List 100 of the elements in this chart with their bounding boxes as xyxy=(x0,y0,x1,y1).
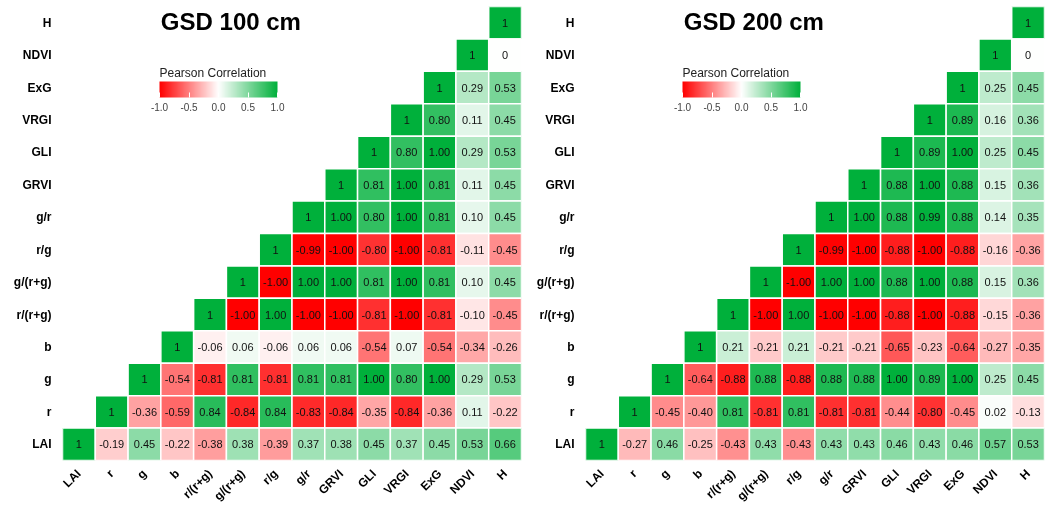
data-label: -0.10 xyxy=(459,308,485,321)
data-label: 1 xyxy=(697,341,704,353)
data-label: 0.45 xyxy=(494,178,516,191)
data-label: -0.23 xyxy=(917,341,943,353)
data-label: 1 xyxy=(141,373,148,386)
data-label: 0.88 xyxy=(886,211,908,224)
data-label: 0.88 xyxy=(951,276,974,289)
data-label: -0.25 xyxy=(687,438,713,451)
data-label: 0.43 xyxy=(820,438,843,451)
y-tick-label: r xyxy=(569,404,575,419)
data-label: 0.29 xyxy=(461,146,484,159)
data-label: -0.19 xyxy=(99,438,125,451)
data-label: 0.45 xyxy=(1017,373,1039,386)
data-label: 0.57 xyxy=(984,438,1007,451)
data-label: 0.81 xyxy=(232,373,254,386)
data-label: 1 xyxy=(959,81,966,94)
y-tick-label: GLI xyxy=(554,145,575,160)
data-label: -0.15 xyxy=(982,308,1008,321)
data-label: -0.65 xyxy=(884,341,910,353)
data-label: 1.00 xyxy=(951,146,974,159)
data-label: -0.64 xyxy=(950,341,976,353)
y-tick-label: g xyxy=(44,372,52,387)
y-tick-label: VRGI xyxy=(22,113,52,127)
data-label: 0.36 xyxy=(1017,178,1039,191)
data-label: 1 xyxy=(370,146,378,159)
data-label: -1.00 xyxy=(394,308,420,321)
data-label: -0.36 xyxy=(1015,308,1041,321)
data-label: -1.00 xyxy=(917,243,943,256)
data-label: 1 xyxy=(108,405,115,418)
data-label: -0.84 xyxy=(394,405,420,418)
data-label: -1.00 xyxy=(917,308,943,321)
data-label: 0.81 xyxy=(297,373,320,386)
data-label: 0.37 xyxy=(396,438,418,451)
data-label: -0.81 xyxy=(851,405,877,418)
y-tick-label: GRVI xyxy=(22,177,52,192)
y-tick-label: r/(r+g) xyxy=(539,307,575,322)
data-label: 0.45 xyxy=(363,438,385,451)
x-tick-label: LAI xyxy=(60,466,84,491)
data-label: 0.38 xyxy=(330,438,352,451)
data-label: 0.81 xyxy=(787,405,810,418)
data-label: -0.88 xyxy=(720,373,746,386)
data-label: -0.45 xyxy=(492,308,518,321)
data-label: -0.88 xyxy=(884,243,910,256)
data-label: 0.38 xyxy=(232,438,254,451)
data-label: 0.11 xyxy=(462,114,483,126)
data-label: -0.38 xyxy=(197,438,223,451)
data-label: 0.36 xyxy=(1017,276,1039,289)
data-label: -0.39 xyxy=(263,438,289,451)
data-label: 1 xyxy=(992,49,999,62)
data-label: 0.53 xyxy=(494,81,516,94)
data-label: -0.99 xyxy=(295,243,321,256)
data-label: -0.81 xyxy=(361,308,387,321)
data-label: -0.81 xyxy=(197,373,223,386)
y-tick-label: ExG xyxy=(550,80,575,95)
data-label: 0.06 xyxy=(330,341,352,353)
data-label: 0.21 xyxy=(787,341,810,353)
data-label: -0.45 xyxy=(950,405,976,418)
data-label: 1.00 xyxy=(363,373,385,386)
data-label: 0.45 xyxy=(1017,81,1039,94)
data-label: -0.59 xyxy=(164,405,190,418)
data-label: 0.07 xyxy=(396,341,418,353)
color-bar-title: Pearson Correlation xyxy=(682,65,790,80)
data-label: -0.22 xyxy=(164,438,190,451)
x-tick-label: r xyxy=(103,466,117,480)
data-label: 1.00 xyxy=(396,276,418,289)
data-label: 0.46 xyxy=(951,438,974,451)
data-label: 0.99 xyxy=(919,211,941,224)
data-label: 1.00 xyxy=(330,211,352,224)
data-label: 0.25 xyxy=(984,373,1007,386)
data-label: 0.45 xyxy=(133,438,156,451)
y-tick-label: g/(r+g) xyxy=(536,275,575,290)
data-label: 0.84 xyxy=(264,405,287,418)
data-label: 0.10 xyxy=(461,211,484,224)
chart-title: GSD 100 cm xyxy=(160,7,301,35)
color-bar-label: -0.5 xyxy=(703,101,722,113)
data-label: 0.81 xyxy=(363,178,385,191)
color-bar-label: 0.5 xyxy=(241,101,256,113)
data-label: 0.02 xyxy=(984,405,1007,418)
data-label: -0.81 xyxy=(263,373,289,386)
data-label: -1.00 xyxy=(295,308,321,321)
data-label: 1 xyxy=(664,373,671,386)
data-label: -1.00 xyxy=(851,308,877,321)
data-label: -1.00 xyxy=(753,308,779,321)
x-tick-label: H xyxy=(1017,466,1034,483)
x-tick-label: g/r xyxy=(815,466,837,488)
data-label: -0.84 xyxy=(230,405,256,418)
data-label: -0.54 xyxy=(164,373,190,386)
y-tick-label: GLI xyxy=(31,145,52,160)
data-label: -0.21 xyxy=(753,341,779,353)
y-tick-label: NDVI xyxy=(22,48,52,63)
data-label: -0.27 xyxy=(982,341,1008,353)
data-label: -0.35 xyxy=(361,405,387,418)
x-tick-label: r xyxy=(626,466,640,480)
color-bar-label: 0.5 xyxy=(764,101,779,113)
data-label: 0.06 xyxy=(232,341,254,353)
data-label: -0.40 xyxy=(687,405,713,418)
color-bar-label: 1.0 xyxy=(270,101,285,113)
color-bar-label: -1.0 xyxy=(673,101,692,113)
data-label: -0.81 xyxy=(427,308,453,321)
data-label: -0.35 xyxy=(1015,341,1041,353)
